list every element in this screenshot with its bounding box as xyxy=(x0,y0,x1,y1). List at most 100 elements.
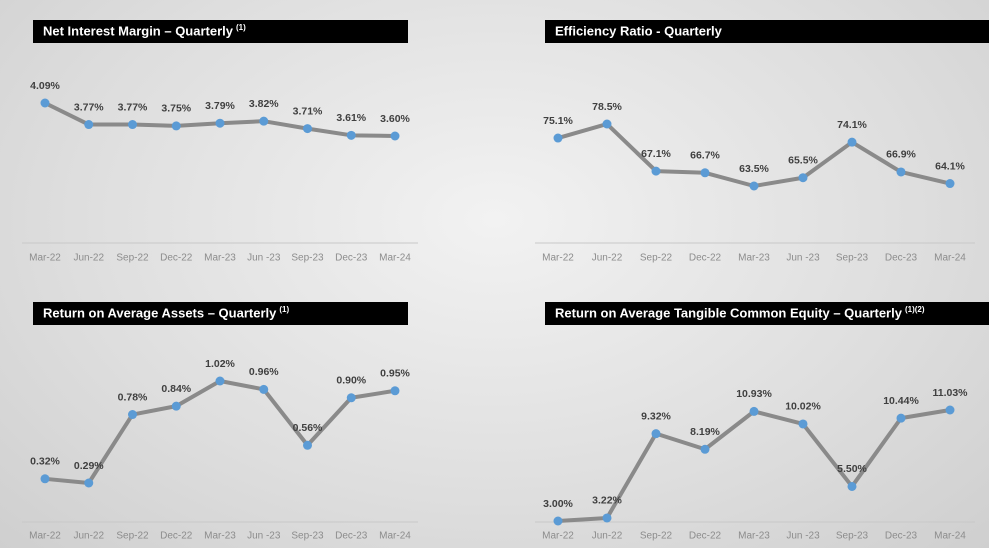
value-label: 5.50% xyxy=(837,463,867,475)
point xyxy=(215,118,225,128)
point xyxy=(847,137,857,147)
value-label: 10.02% xyxy=(785,401,821,413)
point xyxy=(215,376,225,386)
point xyxy=(700,168,710,178)
x-tick-label: Dec-22 xyxy=(689,531,722,542)
x-tick-label: Mar-22 xyxy=(29,531,61,542)
point xyxy=(390,386,400,396)
point xyxy=(346,393,356,403)
value-label: 63.5% xyxy=(739,163,769,175)
point xyxy=(553,133,563,143)
x-tick-label: Mar-22 xyxy=(29,253,61,264)
point xyxy=(553,516,563,526)
value-label: 10.93% xyxy=(736,388,772,400)
value-label: 0.29% xyxy=(74,460,104,472)
chart-title: Efficiency Ratio - Quarterly xyxy=(555,23,723,38)
point xyxy=(171,121,181,131)
x-tick-label: Sep-22 xyxy=(116,253,149,264)
x-tick-label: Jun-22 xyxy=(592,531,623,542)
x-tick-label: Jun-22 xyxy=(592,253,623,264)
x-tick-label: Sep-22 xyxy=(640,531,673,542)
x-tick-label: Mar-24 xyxy=(379,531,411,542)
value-label: 3.77% xyxy=(74,101,104,113)
value-label: 9.32% xyxy=(641,410,671,422)
value-label: 0.84% xyxy=(161,383,191,395)
point xyxy=(128,120,137,130)
value-label: 3.22% xyxy=(592,495,622,507)
x-tick-label: Mar-23 xyxy=(204,253,236,264)
x-tick-label: Sep-22 xyxy=(116,531,149,542)
value-label: 8.19% xyxy=(690,426,720,438)
value-label: 0.96% xyxy=(249,366,279,378)
x-tick-label: Jun -23 xyxy=(247,531,281,542)
x-tick-label: Dec-23 xyxy=(885,253,918,264)
point xyxy=(700,444,710,454)
value-label: 64.1% xyxy=(935,160,965,172)
point xyxy=(171,401,181,411)
x-tick-label: Jun-22 xyxy=(73,253,104,264)
x-tick-label: Dec-23 xyxy=(335,253,368,264)
x-tick-label: Dec-23 xyxy=(335,531,368,542)
value-label: 0.56% xyxy=(293,422,323,434)
value-label: 1.02% xyxy=(205,358,235,370)
point xyxy=(749,181,759,191)
x-tick-label: Mar-24 xyxy=(934,531,966,542)
point xyxy=(749,406,759,416)
value-label: 66.7% xyxy=(690,150,720,162)
x-tick-label: Jun -23 xyxy=(247,253,281,264)
point xyxy=(259,384,269,394)
point xyxy=(84,120,94,130)
point xyxy=(303,124,312,134)
point xyxy=(602,513,612,523)
point xyxy=(390,131,400,141)
point xyxy=(798,173,808,183)
x-tick-label: Sep-23 xyxy=(291,253,324,264)
title-note: (1)(2) xyxy=(905,305,925,314)
x-tick-label: Mar-22 xyxy=(542,253,574,264)
x-tick-label: Mar-22 xyxy=(542,531,574,542)
point xyxy=(945,179,955,189)
point xyxy=(602,119,612,129)
point xyxy=(651,166,661,176)
value-label: 0.90% xyxy=(336,375,366,387)
point xyxy=(896,413,906,423)
x-tick-label: Mar-23 xyxy=(204,531,236,542)
x-tick-label: Dec-22 xyxy=(160,253,193,264)
title-bar xyxy=(33,20,408,43)
x-tick-label: Jun -23 xyxy=(786,253,820,264)
value-label: 75.1% xyxy=(543,115,573,127)
x-tick-label: Dec-22 xyxy=(160,531,193,542)
point xyxy=(346,130,356,140)
value-label: 3.00% xyxy=(543,498,573,510)
title-bar xyxy=(545,302,989,325)
value-label: 3.79% xyxy=(205,100,235,112)
title-note: (1) xyxy=(236,23,246,32)
value-label: 11.03% xyxy=(932,387,968,399)
chart-title: Return on Average Tangible Common Equity… xyxy=(555,305,903,320)
point xyxy=(896,167,906,177)
title-bar xyxy=(545,20,989,43)
point xyxy=(303,440,312,450)
point xyxy=(798,419,808,429)
x-tick-label: Jun-22 xyxy=(73,531,104,542)
value-label: 66.9% xyxy=(886,149,916,161)
x-tick-label: Mar-23 xyxy=(738,531,770,542)
x-tick-label: Mar-23 xyxy=(738,253,770,264)
x-tick-label: Dec-23 xyxy=(885,531,918,542)
value-label: 78.5% xyxy=(592,101,622,113)
chart-title: Return on Average Assets – Quarterly xyxy=(43,305,277,320)
point xyxy=(40,98,50,108)
value-label: 3.60% xyxy=(380,113,410,125)
point xyxy=(847,481,857,491)
value-label: 67.1% xyxy=(641,148,671,160)
point xyxy=(40,474,50,484)
x-tick-label: Sep-23 xyxy=(836,253,869,264)
title-note: (1) xyxy=(279,305,289,314)
value-label: 3.82% xyxy=(249,98,279,110)
x-tick-label: Mar-24 xyxy=(379,253,411,264)
x-tick-label: Dec-22 xyxy=(689,253,722,264)
value-label: 3.77% xyxy=(118,101,148,113)
point xyxy=(651,429,661,439)
point xyxy=(128,410,137,420)
